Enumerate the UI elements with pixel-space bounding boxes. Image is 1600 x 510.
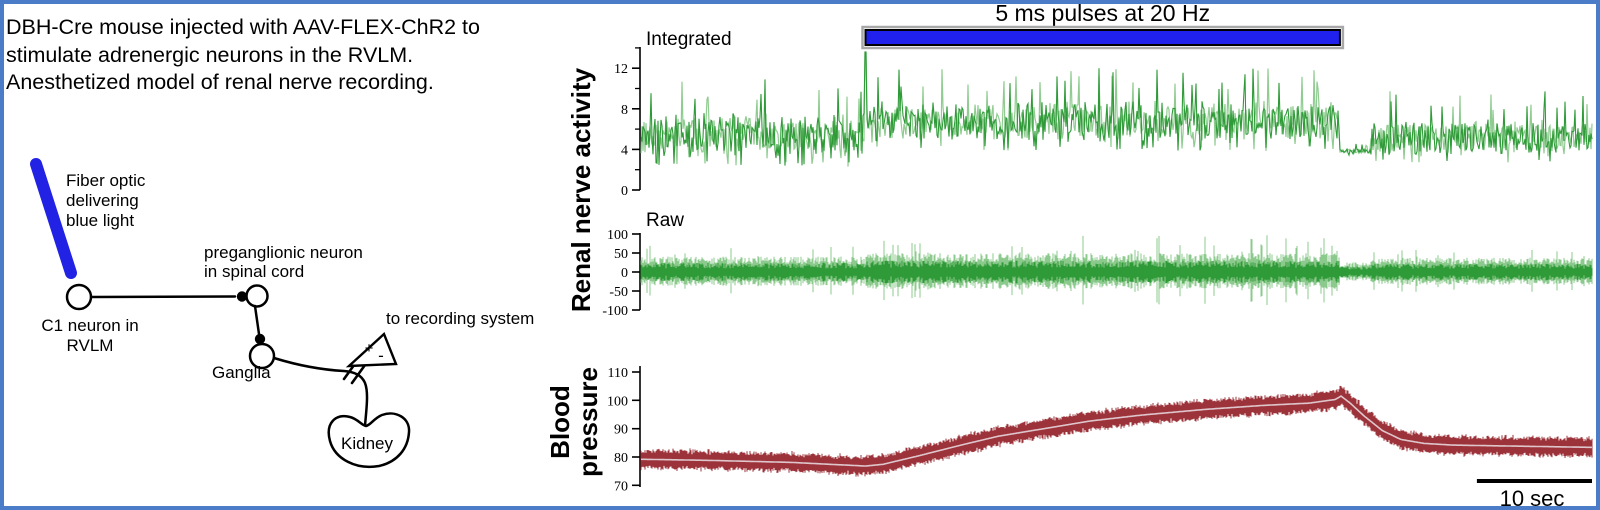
bp-tick-label: 90	[614, 423, 628, 438]
ganglia-soma	[248, 342, 276, 370]
synapse-bouton	[236, 291, 248, 302]
preganglionic-axon	[253, 304, 261, 336]
recording-system-label: to recording system	[386, 309, 534, 328]
electrode-minus-sign: -	[378, 346, 384, 365]
preganglionic-label: preganglionic neuron	[204, 243, 363, 262]
bp-ylabel: Blood	[545, 385, 575, 459]
caption-block: DBH-Cre mouse injected with AAV-FLEX-ChR…	[6, 14, 546, 97]
raw-panel-label: Raw	[646, 210, 684, 231]
fiber-optic-label: delivering	[66, 191, 139, 210]
electrode-plus-sign: +	[365, 340, 374, 357]
preganglionic-label: in spinal cord	[204, 262, 304, 281]
integrated-trace	[640, 51, 1593, 167]
caption-line: DBH-Cre mouse injected with AAV-FLEX-ChR…	[6, 15, 480, 39]
raw-tick-label: -100	[602, 304, 628, 319]
integrated-tick-label: 12	[614, 62, 628, 77]
integrated-trace-dark	[640, 51, 1593, 166]
bp-tick-label: 110	[608, 366, 628, 381]
c1-neuron-label: RVLM	[67, 336, 114, 355]
bp-tick-label: 70	[614, 479, 628, 494]
caption-line: stimulate adrenergic neurons in the RVLM…	[6, 42, 414, 67]
integrated-panel-label: Integrated	[646, 29, 732, 50]
kidney-label: Kidney	[341, 434, 393, 453]
postganglionic-nerve	[272, 356, 369, 428]
fiber-optic-label: Fiber optic	[66, 171, 146, 190]
scalebar-label: 10 sec	[1500, 486, 1565, 510]
stimulus-title: 5 ms pulses at 20 Hz	[995, 0, 1210, 26]
recording-site-slash	[350, 363, 367, 385]
nerve-ylabel: Renal nerve activity	[566, 67, 596, 312]
preganglionic-soma	[245, 284, 269, 308]
fiber-optic-label: blue light	[66, 211, 134, 230]
caption-line: Anesthetized model of renal nerve record…	[6, 70, 434, 94]
raw-trace-dark	[640, 260, 1593, 284]
integrated-tick-label: 8	[621, 103, 628, 118]
integrated-tick-label: 4	[621, 143, 628, 158]
circuit-diagram: Fiber optic delivering blue light C1 neu…	[30, 158, 534, 469]
raw-tick-label: -50	[609, 285, 628, 300]
synapse-bouton	[254, 333, 266, 345]
ganglia-label: Ganglia	[212, 363, 271, 382]
scalebar-group: 10 sec	[1476, 479, 1592, 510]
bp-ylabel: pressure	[573, 367, 603, 477]
stimulus-group: 5 ms pulses at 20 Hz	[861, 0, 1345, 50]
c1-neuron-soma	[65, 283, 93, 311]
c1-neuron-label: C1 neuron in	[41, 316, 138, 335]
integrated-tick-label: 0	[621, 184, 628, 199]
raw-tick-label: 100	[607, 228, 628, 243]
bp-mean-line	[641, 395, 1593, 467]
bp-tick-label: 100	[607, 394, 628, 409]
stimulus-bar-shadow	[861, 25, 1345, 50]
kidney-shape	[327, 412, 411, 469]
chart-axes: 0 4 8 12 100 50 0 -50 -100 110 100 90 80 70	[602, 47, 641, 494]
raw-trace	[640, 235, 1593, 305]
electrode-triangle	[345, 331, 398, 368]
bp-trace	[640, 385, 1593, 477]
stimulus-bar	[864, 29, 1341, 46]
raw-tick-label: 50	[614, 247, 628, 262]
c1-axon	[89, 295, 237, 299]
fiber-optic-shape	[30, 158, 77, 279]
raw-tick-label: 0	[621, 266, 628, 281]
bp-tick-label: 80	[614, 451, 628, 466]
